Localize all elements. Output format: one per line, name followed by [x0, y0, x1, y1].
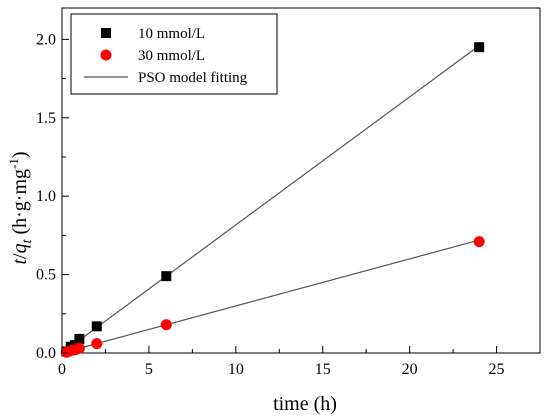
- data-point-square: [161, 271, 172, 282]
- y-axis-title-unit: (h·g·mg: [9, 169, 31, 240]
- x-tick-label: 20: [402, 361, 418, 378]
- y-axis-title-q-subscript: t: [20, 238, 35, 243]
- y-axis-title-q: q: [9, 243, 31, 253]
- x-tick-label: 25: [489, 361, 505, 378]
- pso-fit-line: [61, 239, 480, 354]
- data-point-circle: [73, 342, 85, 354]
- y-axis-title-t: t: [9, 259, 31, 265]
- legend-label: 10 mmol/L: [138, 26, 205, 42]
- y-tick-label: 0.5: [36, 267, 56, 284]
- legend-square-marker: [101, 28, 111, 38]
- data-markers: [60, 42, 485, 358]
- y-tick-label: 1.5: [36, 110, 56, 127]
- x-axis-ticks: 0 5 10 15 20 25: [58, 346, 505, 378]
- x-tick-label: 10: [228, 361, 244, 378]
- data-point-circle: [160, 319, 172, 331]
- x-tick-label: 15: [315, 361, 331, 378]
- x-axis-title: time (h): [273, 393, 337, 415]
- y-axis-title-unit-close: ): [9, 151, 31, 158]
- data-point-square: [91, 321, 102, 332]
- data-point-circle: [91, 338, 103, 350]
- x-tick-label: 0: [58, 361, 66, 378]
- legend: 10 mmol/L 30 mmol/L PSO model fitting: [70, 13, 278, 95]
- plot-frame: [61, 7, 541, 354]
- y-tick-label: 0.0: [36, 345, 56, 362]
- data-point-circle: [473, 236, 485, 248]
- legend-label: 30 mmol/L: [138, 48, 205, 64]
- y-axis-title: t/qt (h·g·mg-1): [6, 151, 35, 264]
- y-axis-title-unit-exponent: -1: [6, 158, 21, 169]
- x-tick-label: 5: [145, 361, 153, 378]
- y-axis-ticks: 0.0 0.5 1.0 1.5 2.0: [36, 31, 69, 362]
- y-tick-label: 1.0: [36, 188, 56, 205]
- fit-lines: [61, 45, 480, 354]
- y-tick-label: 2.0: [36, 31, 56, 48]
- pso-fit-line: [61, 45, 480, 354]
- y-axis-title-slash: /: [9, 253, 31, 259]
- legend-circle-marker: [100, 49, 112, 61]
- data-point-square: [74, 333, 85, 344]
- legend-label: PSO model fitting: [138, 70, 248, 86]
- plot-area-border: [61, 7, 541, 354]
- data-point-square: [474, 42, 485, 53]
